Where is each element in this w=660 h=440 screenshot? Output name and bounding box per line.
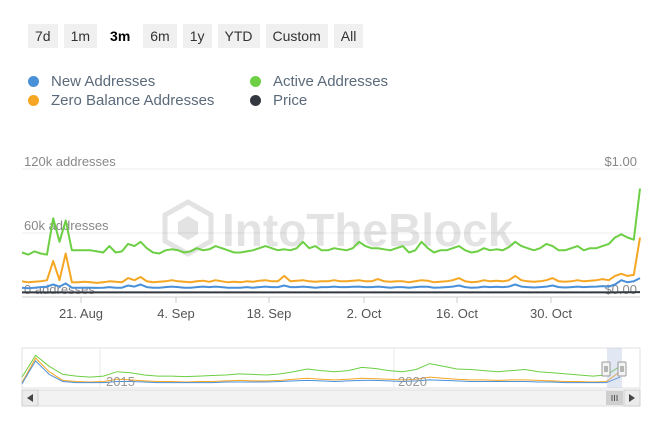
navigator-selected-range[interactable] (607, 348, 622, 388)
x-tick-label: 2. Oct (347, 306, 382, 321)
scrollbar-track[interactable] (21, 389, 641, 407)
legend-dot-icon (250, 76, 261, 87)
legend-label: Zero Balance Addresses (51, 92, 215, 109)
x-tick-label: 21. Aug (59, 306, 103, 321)
y-left-tick-label: 0 addresses (24, 282, 95, 297)
series-line-new-addresses[interactable] (21, 277, 641, 290)
range-button-1y[interactable]: 1y (182, 24, 212, 48)
navigator-line-new-addresses (21, 360, 621, 384)
legend-dot-icon (250, 95, 261, 106)
navigator-tick-label: 2020 (398, 374, 427, 389)
series-line-zero-balance-addresses[interactable] (21, 237, 641, 284)
range-button-custom[interactable]: Custom (265, 24, 328, 48)
y-right-tick-label: $0.00 (604, 282, 637, 297)
legend-dot-icon (28, 76, 39, 87)
x-tick-label: 30. Oct (530, 306, 572, 321)
arrow-left-icon (27, 394, 33, 402)
x-tick-label: 4. Sep (157, 306, 195, 321)
navigator: 2015 2020 (21, 347, 641, 389)
legend-label: Active Addresses (273, 73, 389, 90)
navigator-line-active-addresses (21, 354, 621, 378)
watermark-logo-icon (162, 199, 214, 257)
y-right-tick-label: $1.00 (604, 154, 637, 169)
range-button-6m[interactable]: 6m (143, 24, 177, 48)
legend-item-zero-balance-addresses[interactable]: Zero Balance Addresses (28, 92, 214, 109)
navigator-right-handle[interactable] (617, 361, 627, 377)
legend-label: Price (273, 92, 308, 109)
range-button-ytd[interactable]: YTD (217, 24, 260, 48)
gridlines (22, 168, 640, 298)
watermark-text: IntoTheBlock (222, 204, 514, 256)
legend-item-active-addresses[interactable]: Active Addresses (250, 73, 388, 90)
navigator-left-handle[interactable] (601, 361, 611, 377)
x-tick-label: 18. Sep (247, 306, 292, 321)
legend-item-price[interactable]: Price (250, 92, 307, 109)
legend-dot-icon (28, 95, 39, 106)
arrow-right-icon (629, 394, 635, 402)
x-tick-label: 16. Oct (436, 306, 478, 321)
navigator-series-group (21, 354, 621, 384)
range-button-3m[interactable]: 3m (103, 24, 138, 48)
scrollbar[interactable] (21, 389, 641, 407)
legend-label: New Addresses (51, 73, 156, 90)
x-axis: 21. Aug 4. Sep 18. Sep 2. Oct 16. Oct 30… (59, 297, 572, 321)
main-series-group (21, 188, 641, 294)
navigator-tick-label: 2015 (106, 374, 135, 389)
range-button-7d[interactable]: 7d (28, 24, 58, 48)
series-line-active-addresses[interactable] (21, 188, 641, 256)
navigator-line-zero-balance-addresses (21, 357, 621, 383)
y-left-tick-label: 120k addresses (24, 154, 116, 169)
range-selector: 7d 1m 3m 6m 1y YTD Custom All (28, 24, 364, 48)
range-button-1m[interactable]: 1m (63, 24, 98, 48)
range-button-all[interactable]: All (333, 24, 364, 48)
legend-item-new-addresses[interactable]: New Addresses (28, 73, 155, 90)
